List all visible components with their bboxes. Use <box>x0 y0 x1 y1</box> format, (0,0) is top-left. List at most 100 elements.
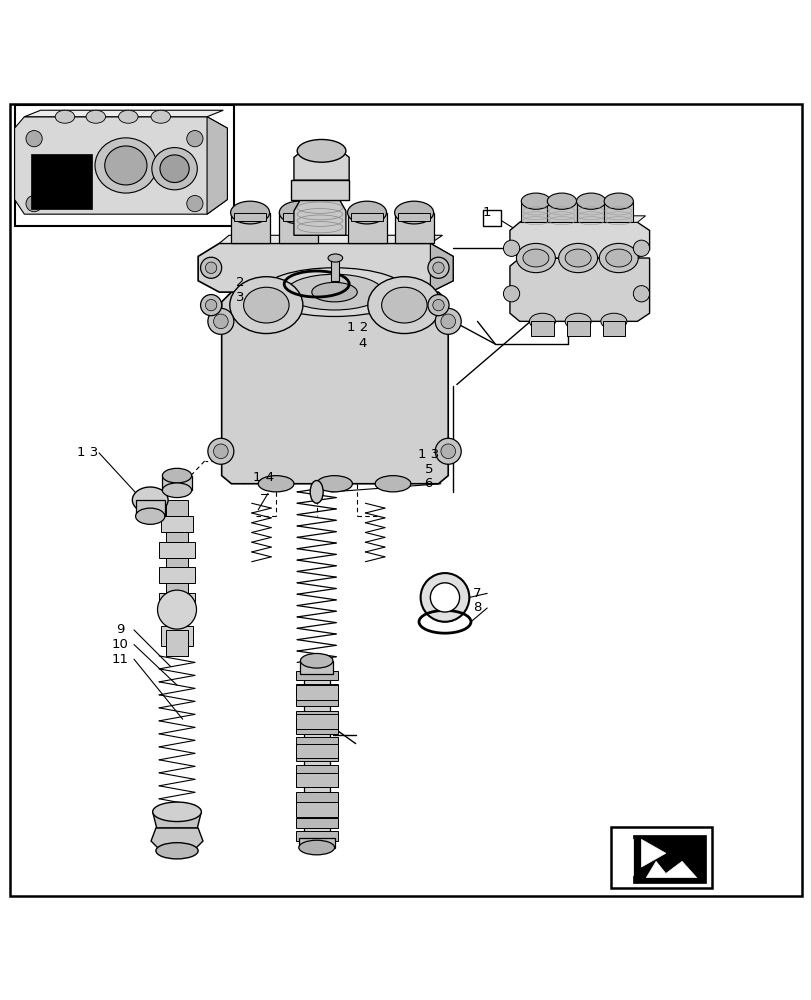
Polygon shape <box>295 685 337 700</box>
Polygon shape <box>300 661 333 674</box>
Ellipse shape <box>258 476 294 492</box>
Ellipse shape <box>300 653 333 668</box>
Ellipse shape <box>633 240 649 256</box>
Polygon shape <box>151 828 203 851</box>
Ellipse shape <box>367 277 440 334</box>
Polygon shape <box>602 321 624 336</box>
Polygon shape <box>198 243 453 292</box>
Polygon shape <box>159 542 195 558</box>
Ellipse shape <box>213 444 228 459</box>
Polygon shape <box>530 321 553 336</box>
Polygon shape <box>295 714 337 729</box>
Polygon shape <box>279 213 318 243</box>
Ellipse shape <box>230 277 303 334</box>
Text: 1 3: 1 3 <box>418 448 439 461</box>
Ellipse shape <box>503 240 519 256</box>
Text: 6: 6 <box>424 477 432 490</box>
Ellipse shape <box>603 193 633 209</box>
Polygon shape <box>234 213 266 221</box>
Text: 1 3: 1 3 <box>77 446 98 459</box>
Ellipse shape <box>205 299 217 311</box>
Polygon shape <box>295 744 337 758</box>
Polygon shape <box>221 292 448 484</box>
Polygon shape <box>303 674 329 848</box>
Ellipse shape <box>118 110 138 123</box>
Ellipse shape <box>200 257 221 278</box>
Polygon shape <box>295 831 337 841</box>
Polygon shape <box>397 213 430 221</box>
Ellipse shape <box>427 257 448 278</box>
Polygon shape <box>294 151 349 180</box>
Polygon shape <box>161 516 193 532</box>
Polygon shape <box>519 216 645 222</box>
Polygon shape <box>347 213 386 243</box>
Ellipse shape <box>105 146 147 185</box>
Bar <box>483 210 500 226</box>
Polygon shape <box>295 752 337 761</box>
Ellipse shape <box>162 483 191 498</box>
Polygon shape <box>290 180 349 200</box>
Polygon shape <box>159 593 195 614</box>
Ellipse shape <box>564 249 590 267</box>
Polygon shape <box>295 671 337 680</box>
Ellipse shape <box>261 268 407 316</box>
Polygon shape <box>295 724 337 734</box>
Ellipse shape <box>420 573 469 622</box>
Ellipse shape <box>503 286 519 302</box>
Text: 5: 5 <box>424 463 432 476</box>
Polygon shape <box>294 200 345 235</box>
Text: 11: 11 <box>112 653 128 666</box>
Polygon shape <box>159 567 195 583</box>
Ellipse shape <box>162 468 191 483</box>
Polygon shape <box>230 213 269 243</box>
Polygon shape <box>165 630 188 656</box>
Ellipse shape <box>285 274 383 310</box>
Ellipse shape <box>230 201 269 224</box>
Ellipse shape <box>160 155 189 183</box>
Ellipse shape <box>310 481 323 503</box>
Ellipse shape <box>600 313 626 329</box>
Bar <box>615 839 633 875</box>
Polygon shape <box>15 117 227 214</box>
Ellipse shape <box>187 131 203 147</box>
Ellipse shape <box>297 139 345 162</box>
Ellipse shape <box>347 201 386 224</box>
Polygon shape <box>295 711 337 721</box>
Ellipse shape <box>381 287 427 323</box>
Ellipse shape <box>135 508 165 524</box>
Ellipse shape <box>430 583 459 612</box>
Polygon shape <box>295 773 337 787</box>
Polygon shape <box>152 812 201 828</box>
Ellipse shape <box>298 840 334 855</box>
Text: 9: 9 <box>116 623 124 636</box>
Polygon shape <box>566 321 589 336</box>
Ellipse shape <box>435 308 461 334</box>
Ellipse shape <box>328 254 342 262</box>
Polygon shape <box>207 117 227 214</box>
Polygon shape <box>165 614 188 626</box>
Text: 1: 1 <box>483 206 491 219</box>
Ellipse shape <box>522 249 548 267</box>
Text: 4: 4 <box>358 337 367 350</box>
Polygon shape <box>161 626 193 646</box>
Polygon shape <box>295 778 337 787</box>
Bar <box>31 154 92 209</box>
Text: 3: 3 <box>236 291 244 304</box>
Polygon shape <box>24 110 223 117</box>
Polygon shape <box>165 646 188 656</box>
Ellipse shape <box>432 262 444 273</box>
Polygon shape <box>295 818 337 828</box>
Polygon shape <box>282 213 315 221</box>
Polygon shape <box>295 765 337 774</box>
Polygon shape <box>295 792 337 802</box>
Ellipse shape <box>26 131 42 147</box>
Ellipse shape <box>564 313 590 329</box>
Polygon shape <box>295 802 337 817</box>
Ellipse shape <box>95 138 157 193</box>
Ellipse shape <box>375 476 410 492</box>
Ellipse shape <box>529 313 555 329</box>
Ellipse shape <box>132 487 168 513</box>
Ellipse shape <box>156 843 198 859</box>
Ellipse shape <box>427 295 448 316</box>
Polygon shape <box>547 201 576 222</box>
